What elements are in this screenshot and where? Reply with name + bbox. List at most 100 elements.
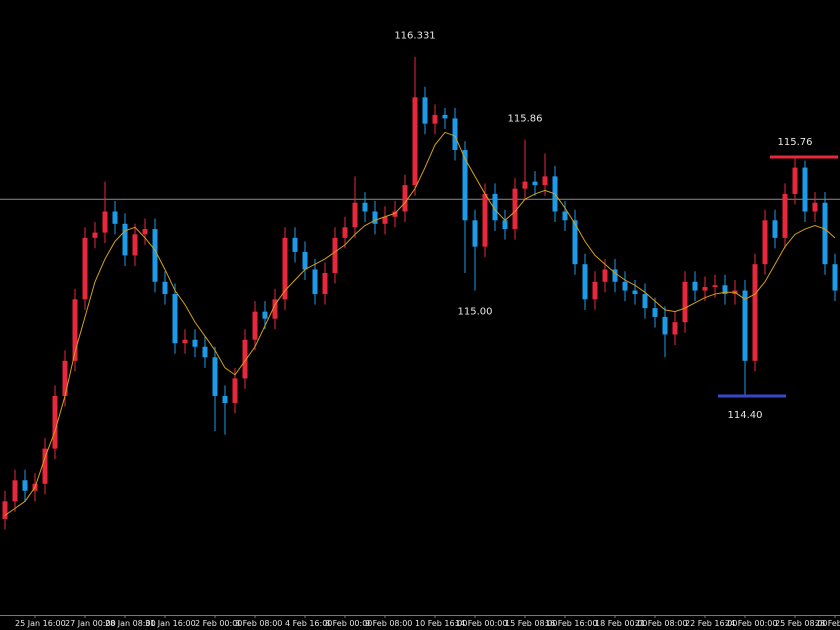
x-tick-label: 25 Jan 16:00	[15, 619, 66, 628]
candle-body	[362, 202, 368, 212]
candle-body	[442, 114, 448, 119]
candle-body	[12, 480, 18, 502]
x-tick-label: 22 Feb 16:00	[685, 619, 737, 628]
candle-body	[592, 281, 598, 300]
x-tick-label: 10 Feb 16:00	[415, 619, 467, 628]
candle-body	[822, 202, 828, 265]
candle-body	[472, 220, 478, 247]
candle-body	[482, 193, 488, 247]
candle-body	[102, 211, 108, 233]
candle-body	[562, 211, 568, 221]
annotation-label: 115.00	[458, 307, 493, 318]
candle-body	[492, 193, 498, 221]
candle-body	[582, 264, 588, 300]
candle-body	[2, 501, 8, 519]
candle-body	[392, 211, 398, 217]
candle-body	[512, 188, 518, 230]
candle-body	[452, 118, 458, 151]
candle-body	[242, 339, 248, 379]
candle-body	[332, 237, 338, 273]
candle-body	[312, 269, 318, 295]
candle-body	[662, 316, 668, 335]
candle-body	[252, 311, 258, 340]
candle-body	[772, 220, 778, 238]
candle-body	[272, 299, 278, 319]
candle-body	[62, 360, 68, 396]
candle-body	[712, 285, 718, 288]
candle-body	[232, 378, 238, 403]
candle-body	[742, 290, 748, 361]
candle-body	[42, 448, 48, 484]
x-tick-label: 14 Feb 00:00	[455, 619, 507, 628]
moving-average	[4, 131, 836, 516]
candle-body	[462, 150, 468, 221]
candle-body	[812, 202, 818, 212]
candle-body	[372, 211, 378, 224]
annotation-label: 115.86	[508, 113, 543, 124]
candle-body	[502, 220, 508, 230]
candle-body	[352, 202, 358, 228]
candle-body	[162, 281, 168, 295]
candle-body	[202, 346, 208, 358]
candle-body	[752, 264, 758, 361]
candle-body	[602, 269, 608, 282]
candle-body	[142, 229, 148, 235]
candle-body	[682, 281, 688, 323]
candle-body	[302, 251, 308, 270]
candle-body	[762, 220, 768, 265]
x-tick-label: 18 Feb 00:00	[595, 619, 647, 628]
candle-body	[642, 294, 648, 309]
candle-body	[182, 339, 188, 344]
candle-body	[412, 97, 418, 186]
candle-body	[522, 181, 528, 189]
candle-body	[292, 237, 298, 252]
candle-body	[112, 211, 118, 224]
candle-body	[132, 234, 138, 256]
candle-body	[802, 167, 808, 212]
candle-body	[52, 395, 58, 449]
candle-body	[572, 220, 578, 265]
x-tick-label: 28 Feb	[815, 619, 840, 628]
annotation-label: 115.76	[778, 137, 813, 148]
x-tick-label: 4 Feb 16:00	[285, 619, 332, 628]
candle-body	[422, 97, 428, 124]
candle-body	[92, 232, 98, 238]
candle-body	[832, 264, 838, 291]
candle-body	[672, 322, 678, 335]
x-tick-label: 27 Jan 00:00	[65, 619, 116, 628]
x-tick-label: 9 Feb 08:00	[365, 619, 412, 628]
x-tick-label: 24 Feb 00:00	[725, 619, 777, 628]
candle-body	[782, 193, 788, 238]
annotation-label: 114.40	[728, 410, 763, 421]
x-tick-label: 31 Jan 16:00	[145, 619, 196, 628]
candle-body	[652, 308, 658, 317]
candle-body	[612, 269, 618, 282]
candle-body	[532, 181, 538, 186]
candle-body	[262, 311, 268, 319]
candle-body	[192, 339, 198, 347]
candle-body	[72, 299, 78, 361]
annotation-label: 116.331	[394, 31, 435, 42]
candle-body	[222, 395, 228, 403]
candle-body	[172, 294, 178, 344]
x-tick-label: 3 Feb 08:00	[235, 619, 282, 628]
candle-body	[622, 281, 628, 291]
x-tick-label: 25 Feb 08:00	[775, 619, 827, 628]
x-tick-label: 21 Feb 08:00	[635, 619, 687, 628]
x-tick-label: 15 Feb 08:00	[505, 619, 557, 628]
candle-body	[282, 237, 288, 300]
candle-body	[702, 287, 708, 291]
candle-body	[542, 176, 548, 186]
candle-body	[402, 185, 408, 212]
candle-body	[722, 285, 728, 295]
candle-body	[342, 227, 348, 238]
candle-body	[792, 167, 798, 194]
candle-body	[692, 281, 698, 291]
candle-body	[212, 357, 218, 396]
candle-body	[122, 223, 128, 256]
candle-body	[382, 216, 388, 224]
